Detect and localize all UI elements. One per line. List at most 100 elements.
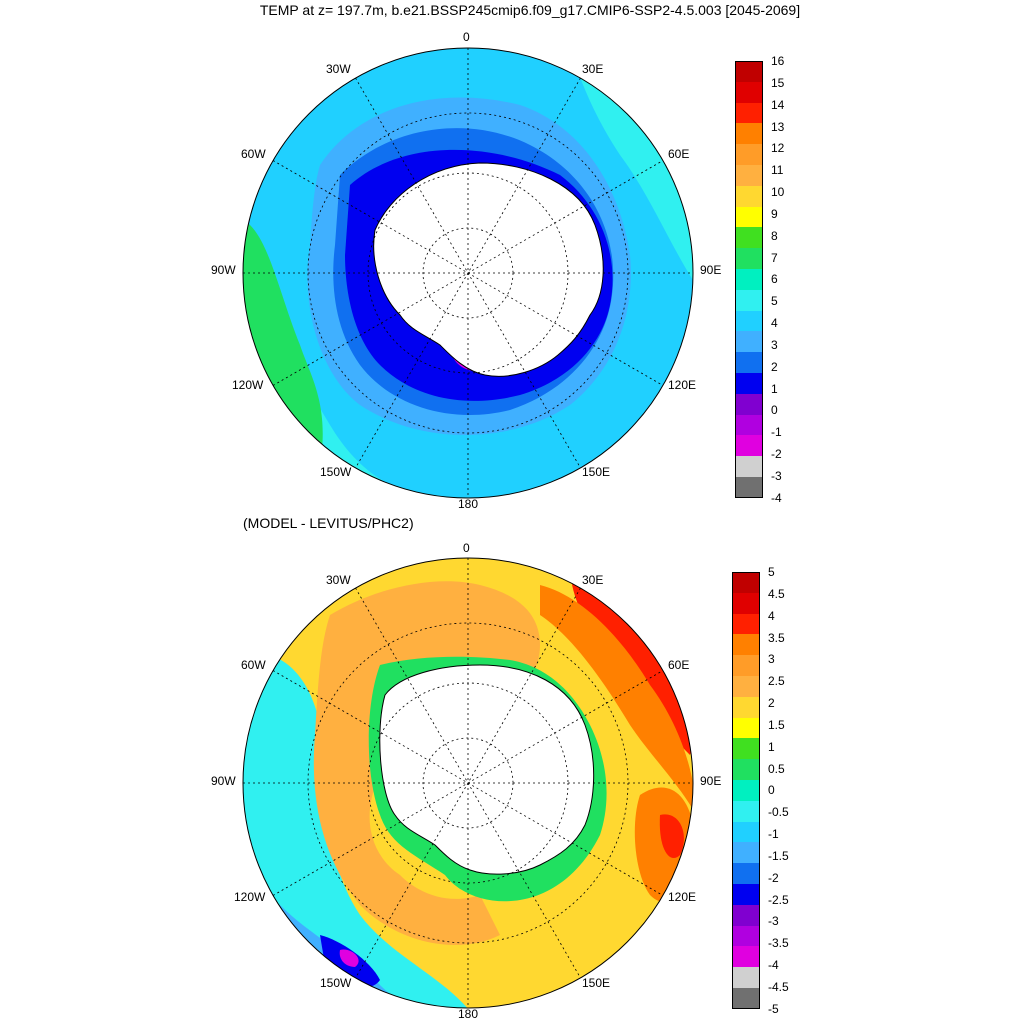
bottom-lon-label-60w: 60W	[241, 658, 266, 672]
bottom-colorbar-swatch	[732, 634, 760, 656]
bottom-colorbar-tick-label: 1	[768, 739, 775, 754]
top-colorbar-tick-label: -4	[771, 490, 782, 505]
bottom-coldest-patch	[339, 949, 359, 967]
top-lon-label-150e: 150E	[582, 465, 611, 479]
top-lon-label-60e: 60E	[668, 147, 690, 161]
bottom-colorbar-swatch	[732, 988, 760, 1009]
bottom-colorbar-swatch	[732, 613, 760, 635]
bottom-lon-label-60e: 60E	[668, 658, 690, 672]
bottom-colorbar-tick-label: -0.5	[768, 805, 789, 820]
bottom-antarctica-land	[379, 664, 595, 875]
top-colorbar-swatch	[735, 206, 763, 228]
top-polar-map	[240, 45, 696, 501]
bottom-colorbar-swatch	[732, 904, 760, 926]
top-colorbar-swatch	[735, 144, 763, 165]
bottom-map-svg	[242, 557, 694, 1009]
top-lon-label-180: 180	[458, 497, 479, 511]
bottom-map-frame	[242, 557, 694, 1009]
top-colorbar-swatch	[735, 331, 763, 353]
bottom-lon-label-90w: 90W	[211, 774, 236, 788]
bottom-colorbar-tick-label: -2.5	[768, 892, 789, 907]
top-colorbar-tick-label: 4	[771, 316, 778, 331]
bottom-lon-label-150e: 150E	[582, 976, 611, 990]
bottom-hot-east	[659, 814, 684, 859]
top-lon-label-120w: 120W	[232, 378, 264, 392]
bottom-colorbar-swatch	[732, 655, 760, 676]
top-antarctica-land	[373, 162, 604, 377]
top-colorbar-tick-label: 9	[771, 206, 778, 221]
top-lon-label-90w: 90W	[211, 263, 236, 277]
bottom-colorbar-tick-label: -1	[768, 827, 779, 842]
top-lon-label-0: 0	[463, 30, 470, 44]
top-colorbar-swatch	[735, 61, 763, 82]
top-meridians	[243, 48, 693, 498]
bottom-colorbar-swatch	[732, 738, 760, 760]
top-lon-label-90e: 90E	[700, 263, 722, 277]
bottom-colorbar-tick-label: -4	[768, 958, 779, 973]
bottom-colorbar-swatch	[732, 676, 760, 697]
bottom-lon-label-180: 180	[458, 1007, 479, 1021]
bottom-colorbar-swatch	[732, 925, 760, 947]
top-colorbar-tick-label: -2	[771, 447, 782, 462]
bottom-lon-label-120e: 120E	[668, 890, 697, 904]
bottom-colorbar-tick-label: -3.5	[768, 936, 789, 951]
top-colorbar-tick-label: 13	[771, 119, 785, 134]
bottom-colorbar-swatch	[732, 884, 760, 905]
top-colorbar-swatch	[735, 477, 763, 498]
bottom-lon-label-120w: 120W	[234, 890, 266, 904]
top-colorbar-swatch	[735, 289, 763, 311]
top-colorbar-swatch	[735, 352, 763, 373]
top-colorbar-tick-label: 6	[771, 272, 778, 287]
bottom-colorbar-tick-label: 4	[768, 608, 775, 623]
bottom-colorbar-swatch	[732, 592, 760, 614]
top-colorbar-swatch	[735, 248, 763, 269]
bottom-colorbar-swatch	[732, 800, 760, 822]
bottom-colorbar-swatch	[732, 780, 760, 801]
bottom-colorbar-tick-label: 0	[768, 783, 775, 798]
bottom-colorbar-tick-label: -4.5	[768, 979, 789, 994]
top-colorbar-swatch	[735, 393, 763, 415]
top-colorbar-tick-label: 0	[771, 403, 778, 418]
top-lon-label-150w: 150W	[320, 465, 352, 479]
bottom-colorbar-tick-label: 2	[768, 696, 775, 711]
top-colorbar-tick-label: 16	[771, 54, 785, 68]
top-map-svg	[242, 47, 694, 499]
top-lon-label-120e: 120E	[668, 378, 697, 392]
bottom-lon-label-0: 0	[463, 541, 470, 555]
bottom-colorbar-tick-label: 1.5	[768, 717, 785, 732]
top-colorbar-swatch	[735, 456, 763, 477]
bottom-colorbar-swatch	[732, 821, 760, 843]
bottom-lon-label-90e: 90E	[700, 774, 722, 788]
top-colorbar-tick-label: 10	[771, 185, 785, 200]
bottom-meridians	[243, 558, 693, 1008]
bottom-colorbar-tick-label: -5	[768, 1001, 779, 1016]
bottom-colorbar-tick-label: 3	[768, 652, 775, 667]
top-colorbar-tick-label: -1	[771, 425, 782, 440]
bottom-colorbar-swatch	[732, 696, 760, 718]
top-colorbar-swatch	[735, 227, 763, 249]
bottom-colorbar-swatch	[732, 572, 760, 593]
bottom-lon-label-30w: 30W	[326, 573, 351, 587]
figure-title: TEMP at z= 197.7m, b.e21.BSSP245cmip6.f0…	[259, 2, 801, 18]
top-colorbar-swatch	[735, 310, 763, 332]
bottom-lon-label-30e: 30E	[582, 573, 604, 587]
bottom-colorbar-swatch	[732, 863, 760, 884]
bottom-colorbar-tick-label: -2	[768, 870, 779, 885]
bottom-colorbar-swatch	[732, 946, 760, 968]
top-colorbar-swatch	[735, 435, 763, 457]
top-colorbar-tick-label: 7	[771, 250, 778, 265]
bottom-colorbar-tick-label: -1.5	[768, 848, 789, 863]
top-colorbar-swatch	[735, 123, 763, 145]
bottom-colorbar-tick-label: 3.5	[768, 630, 785, 645]
top-colorbar-tick-label: 11	[771, 163, 784, 178]
top-colorbar-tick-label: 2	[771, 359, 778, 374]
top-colorbar-swatch	[735, 185, 763, 207]
top-colorbar-tick-label: -3	[771, 468, 782, 483]
top-colorbar-swatch	[735, 81, 763, 103]
bottom-colorbar-tick-label: 0.5	[768, 761, 785, 776]
bottom-colorbar-tick-label: 5	[768, 565, 775, 579]
bottom-lon-label-150w: 150W	[320, 976, 352, 990]
bottom-colorbar-swatch	[732, 967, 760, 988]
top-colorbar-tick-label: 5	[771, 294, 778, 309]
top-map-frame	[242, 47, 694, 499]
